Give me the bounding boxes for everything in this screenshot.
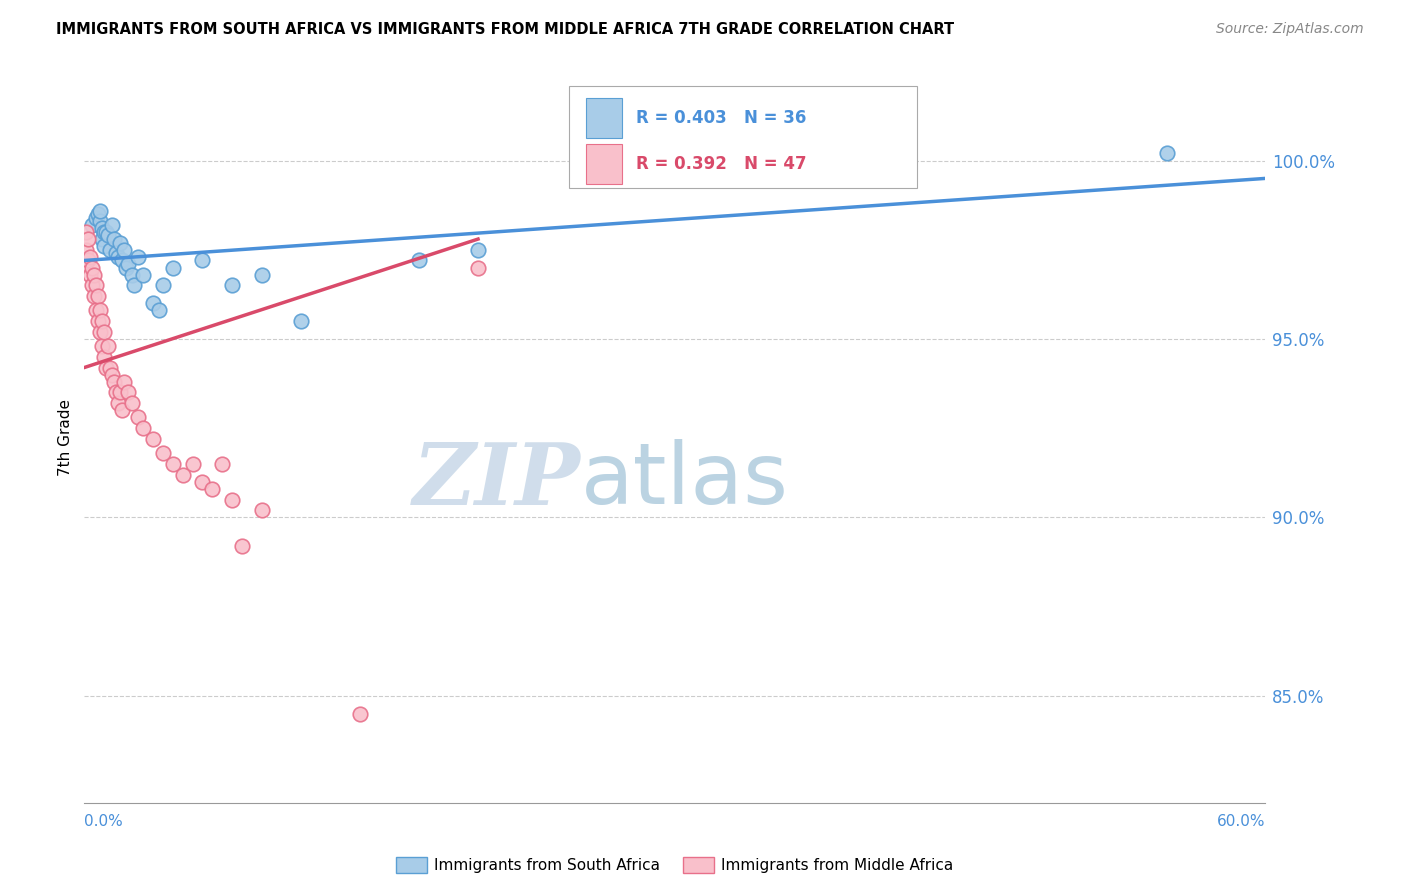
Point [83,289,105,303]
Point [221,278,243,293]
Point [152,278,174,293]
Point [79,250,101,264]
Point [349,706,371,721]
Point [93,239,115,253]
Point [83,268,105,282]
Text: 60.0%: 60.0% [1218,814,1265,829]
Point [181,457,204,471]
Point [127,410,149,425]
FancyBboxPatch shape [568,86,917,188]
FancyBboxPatch shape [586,144,621,184]
Point [89,203,111,218]
Point [87,314,110,328]
Point [97,228,120,243]
Text: 0.0%: 0.0% [84,814,124,829]
Point [82,260,104,275]
Point [101,368,124,382]
Point [79,268,101,282]
Point [221,492,243,507]
Point [91,221,114,235]
Point [290,314,312,328]
Point [87,207,110,221]
Text: R = 0.403   N = 36: R = 0.403 N = 36 [636,109,806,128]
Point [108,385,131,400]
Point [112,375,135,389]
Point [191,475,214,489]
Text: atlas: atlas [581,440,789,523]
Point [127,250,149,264]
Point [142,296,165,310]
Point [91,232,114,246]
Point [231,539,253,553]
Point [107,250,129,264]
Point [142,432,165,446]
Point [75,225,97,239]
Point [467,243,489,257]
Point [84,211,107,225]
Point [121,396,143,410]
Point [77,232,100,246]
Point [250,268,273,282]
Point [111,253,134,268]
Point [467,260,489,275]
Point [87,289,110,303]
Point [89,325,111,339]
Point [108,235,131,250]
Point [121,268,143,282]
Point [91,314,114,328]
Point [211,457,233,471]
Point [91,339,114,353]
Point [103,375,125,389]
Point [98,360,121,375]
Point [94,360,117,375]
Point [89,214,111,228]
Point [162,457,184,471]
Legend: Immigrants from South Africa, Immigrants from Middle Africa: Immigrants from South Africa, Immigrants… [389,851,960,880]
Point [162,260,184,275]
Point [75,243,97,257]
Point [191,253,214,268]
Point [93,225,115,239]
Point [94,225,117,239]
Point [84,303,107,318]
Point [172,467,194,482]
Text: R = 0.392   N = 47: R = 0.392 N = 47 [636,155,807,173]
Point [107,396,129,410]
Point [84,278,107,293]
Text: ZIP: ZIP [412,439,581,523]
Point [114,260,136,275]
Point [82,278,104,293]
Point [93,350,115,364]
Point [148,303,170,318]
Point [111,403,134,417]
Point [132,268,155,282]
Point [250,503,273,517]
FancyBboxPatch shape [586,98,621,138]
Text: IMMIGRANTS FROM SOUTH AFRICA VS IMMIGRANTS FROM MIDDLE AFRICA 7TH GRADE CORRELAT: IMMIGRANTS FROM SOUTH AFRICA VS IMMIGRAN… [56,22,955,37]
Text: Source: ZipAtlas.com: Source: ZipAtlas.com [1216,22,1364,37]
Point [122,278,145,293]
Point [112,243,135,257]
Point [93,325,115,339]
Point [1156,146,1178,161]
Point [132,421,155,435]
Point [117,257,139,271]
Point [98,243,121,257]
Point [408,253,430,268]
Point [103,232,125,246]
Point [97,339,120,353]
Point [89,303,111,318]
Point [101,218,124,232]
Point [77,253,100,268]
Point [82,218,104,232]
Point [104,385,127,400]
Point [201,482,224,496]
Y-axis label: 7th Grade: 7th Grade [58,399,73,475]
Point [117,385,139,400]
Point [104,246,127,260]
Point [152,446,174,460]
